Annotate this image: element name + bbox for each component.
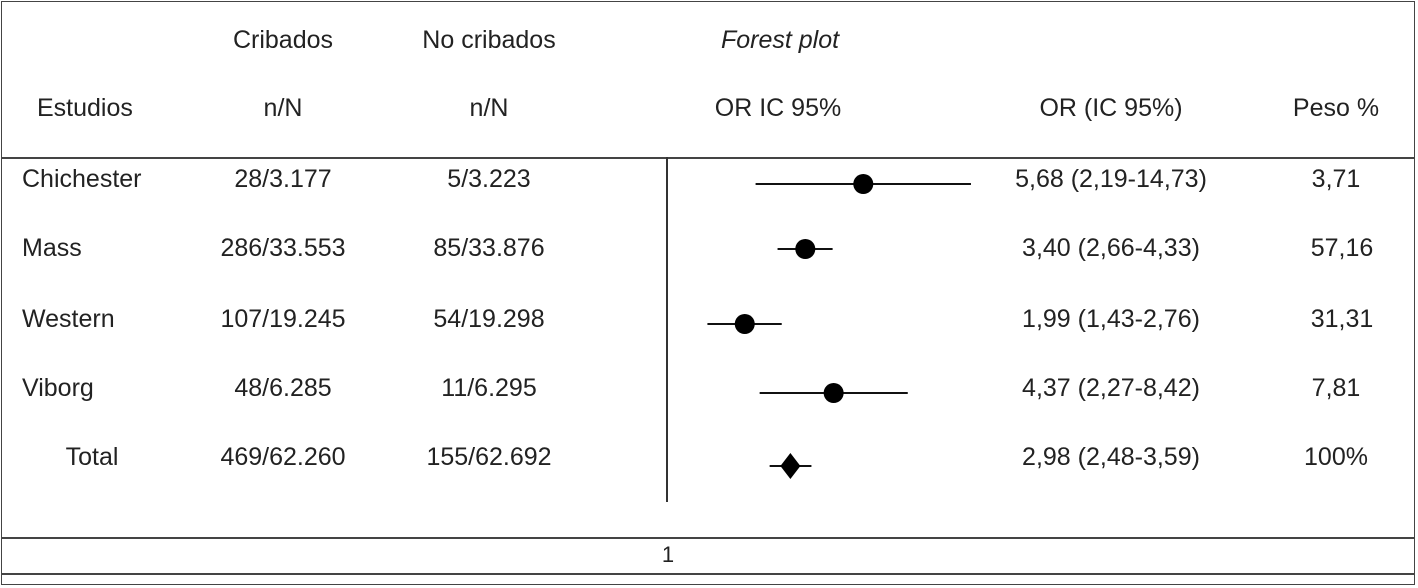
- row-unscreened: 85/33.876: [433, 234, 545, 262]
- row-screened: 28/3.177: [234, 165, 332, 193]
- pooled-estimate-diamond: [780, 453, 801, 479]
- header-or-ic-paren: OR (IC 95%): [1039, 94, 1183, 122]
- header-estudios: Estudios: [37, 94, 133, 122]
- row-screened: 469/62.260: [220, 443, 346, 471]
- point-estimate: [853, 174, 874, 194]
- row-study-western: Western: [22, 305, 115, 333]
- row-unscreened: 5/3.223: [447, 165, 531, 193]
- row-unscreened: 11/6.295: [441, 374, 537, 402]
- row-study-chichester: Chichester: [22, 165, 142, 193]
- row-weight: 7,81: [1311, 374, 1361, 402]
- footer-divider-top: [1, 537, 1415, 539]
- row-screened: 107/19.245: [220, 305, 346, 333]
- row-study-viborg: Viborg: [22, 374, 94, 402]
- row-weight: 57,16: [1310, 234, 1374, 262]
- forest-plot-title: Forest plot: [720, 26, 840, 54]
- row-weight: 100%: [1304, 443, 1368, 471]
- point-estimate: [795, 239, 816, 259]
- row-or-text: 4,37 (2,27-8,42): [1022, 374, 1200, 402]
- row-unscreened: 155/62.692: [426, 443, 552, 471]
- point-estimate: [823, 383, 844, 403]
- header-peso: Peso %: [1292, 94, 1380, 122]
- row-study-mass: Mass: [22, 234, 82, 262]
- row-screened: 286/33.553: [220, 234, 346, 262]
- footer-divider-bottom: [1, 573, 1415, 575]
- row-screened: 48/6.285: [234, 374, 332, 402]
- row-study-total: Total: [65, 443, 119, 471]
- page-number: 1: [661, 542, 675, 567]
- header-divider: [1, 157, 1415, 159]
- row-or-text: 3,40 (2,66-4,33): [1022, 234, 1200, 262]
- row-weight: 3,71: [1311, 165, 1361, 193]
- row-unscreened: 54/19.298: [433, 305, 545, 333]
- row-weight: 31,31: [1310, 305, 1374, 333]
- point-estimate: [734, 314, 755, 334]
- row-or-text: 2,98 (2,48-3,59): [1022, 443, 1200, 471]
- header-no-cribados: No cribados: [422, 26, 556, 54]
- header-or-ic: OR IC 95%: [714, 94, 842, 122]
- row-or-text: 1,99 (1,43-2,76): [1022, 305, 1200, 333]
- header-n-over-N-cribados: n/N: [263, 94, 303, 122]
- header-n-over-N-no-cribados: n/N: [469, 94, 509, 122]
- header-cribados: Cribados: [232, 26, 334, 54]
- row-or-text: 5,68 (2,19-14,73): [1015, 165, 1207, 193]
